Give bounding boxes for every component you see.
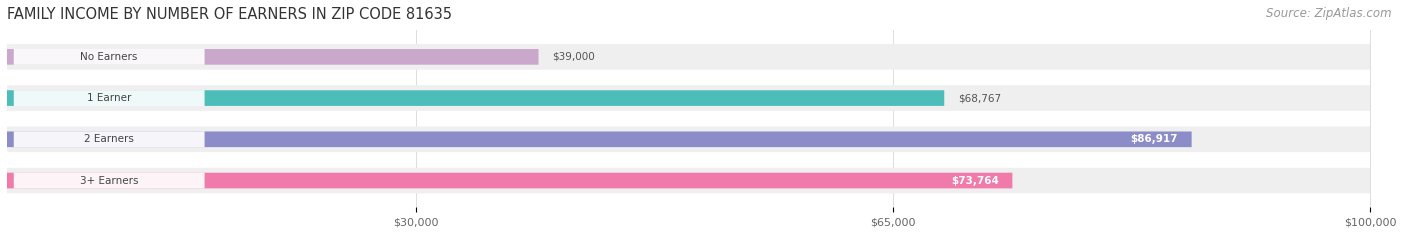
FancyBboxPatch shape [7,127,1369,152]
Text: FAMILY INCOME BY NUMBER OF EARNERS IN ZIP CODE 81635: FAMILY INCOME BY NUMBER OF EARNERS IN ZI… [7,7,451,22]
FancyBboxPatch shape [7,90,945,106]
Text: Source: ZipAtlas.com: Source: ZipAtlas.com [1267,7,1392,20]
FancyBboxPatch shape [7,44,1369,70]
FancyBboxPatch shape [7,85,1369,111]
FancyBboxPatch shape [7,132,1192,147]
Text: $86,917: $86,917 [1130,134,1178,144]
FancyBboxPatch shape [7,173,1012,188]
FancyBboxPatch shape [7,168,1369,193]
Text: $68,767: $68,767 [957,93,1001,103]
FancyBboxPatch shape [7,49,538,65]
Text: $73,764: $73,764 [950,176,998,186]
Text: 3+ Earners: 3+ Earners [80,176,138,186]
FancyBboxPatch shape [14,131,205,147]
FancyBboxPatch shape [14,90,205,106]
Text: 2 Earners: 2 Earners [84,134,134,144]
FancyBboxPatch shape [14,173,205,188]
Text: No Earners: No Earners [80,52,138,62]
Text: 1 Earner: 1 Earner [87,93,131,103]
FancyBboxPatch shape [14,49,205,65]
Text: $39,000: $39,000 [553,52,595,62]
